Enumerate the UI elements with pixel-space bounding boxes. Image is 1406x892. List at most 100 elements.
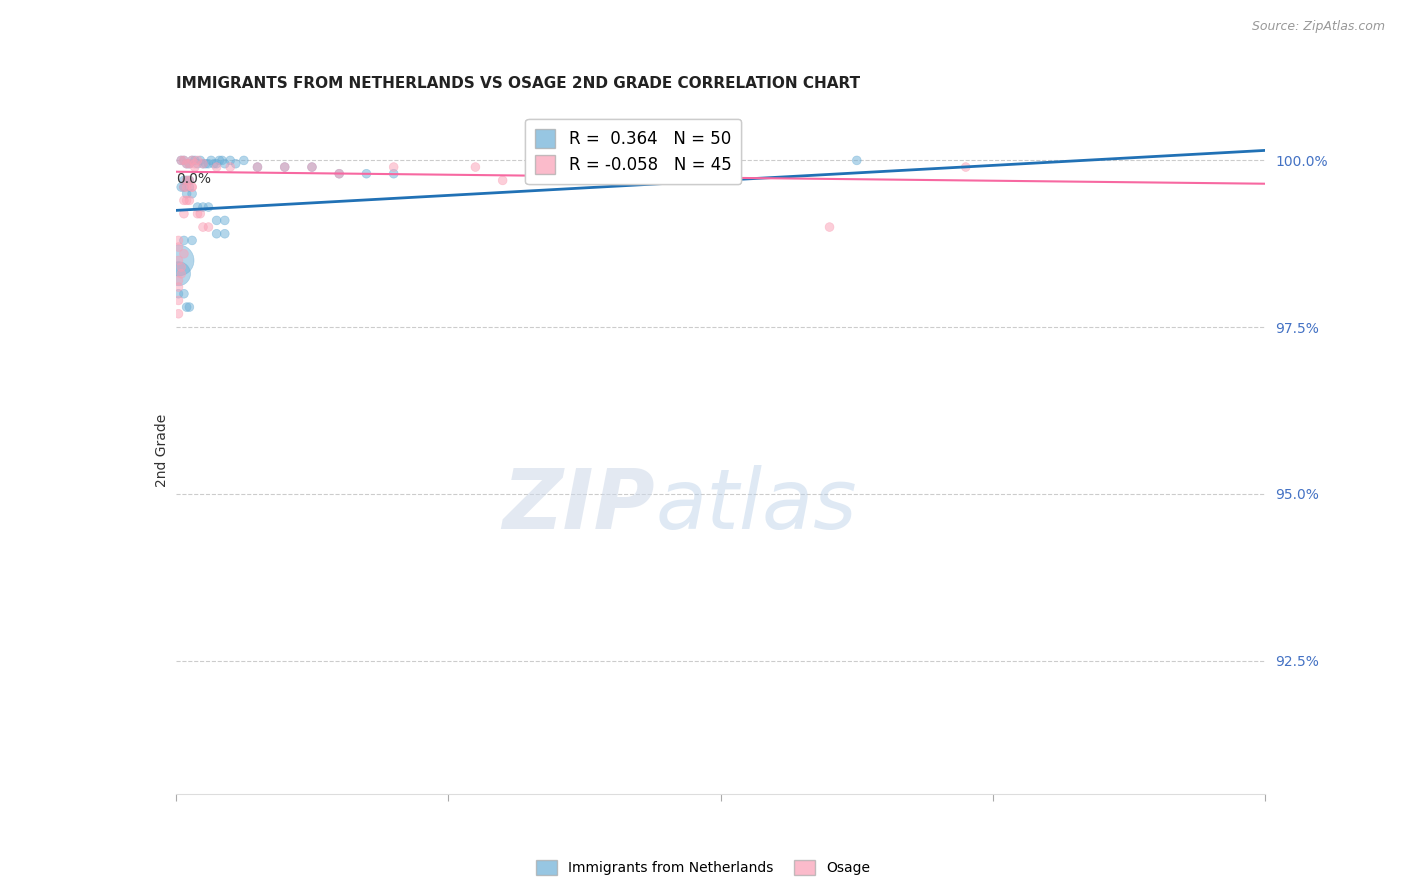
Point xyxy=(382,167,405,181)
Point xyxy=(186,207,209,221)
Point xyxy=(274,160,297,174)
Point xyxy=(232,153,254,168)
Point xyxy=(167,253,190,268)
Point xyxy=(167,280,190,294)
Point xyxy=(181,153,204,168)
Point xyxy=(173,173,195,187)
Point xyxy=(176,194,198,208)
Point xyxy=(356,167,378,181)
Point xyxy=(173,180,195,194)
Point xyxy=(845,153,868,168)
Point xyxy=(176,186,198,201)
Point xyxy=(173,246,195,260)
Point xyxy=(186,157,209,171)
Point xyxy=(328,167,350,181)
Point xyxy=(214,227,236,241)
Point xyxy=(170,180,193,194)
Y-axis label: 2nd Grade: 2nd Grade xyxy=(155,414,169,487)
Point xyxy=(167,307,190,321)
Point xyxy=(176,173,198,187)
Point xyxy=(710,160,733,174)
Point xyxy=(167,240,190,254)
Point xyxy=(219,160,242,174)
Point xyxy=(179,157,201,171)
Point xyxy=(170,260,193,274)
Point xyxy=(181,186,204,201)
Point xyxy=(191,200,214,214)
Point xyxy=(197,220,219,235)
Point xyxy=(167,253,190,268)
Point xyxy=(197,200,219,214)
Point xyxy=(188,207,211,221)
Point xyxy=(173,153,195,168)
Point xyxy=(179,194,201,208)
Point xyxy=(464,160,486,174)
Point xyxy=(191,157,214,171)
Text: IMMIGRANTS FROM NETHERLANDS VS OSAGE 2ND GRADE CORRELATION CHART: IMMIGRANTS FROM NETHERLANDS VS OSAGE 2ND… xyxy=(176,76,860,91)
Point xyxy=(205,227,228,241)
Point xyxy=(176,157,198,171)
Point xyxy=(214,157,236,171)
Point xyxy=(167,273,190,287)
Point xyxy=(179,173,201,187)
Point xyxy=(225,157,247,171)
Text: 0.0%: 0.0% xyxy=(176,172,211,186)
Text: ZIP: ZIP xyxy=(502,465,655,546)
Point xyxy=(181,180,204,194)
Point xyxy=(301,160,323,174)
Point xyxy=(301,160,323,174)
Point xyxy=(167,234,190,248)
Point xyxy=(492,173,515,187)
Text: atlas: atlas xyxy=(655,465,856,546)
Point xyxy=(246,160,269,174)
Point xyxy=(202,157,225,171)
Point xyxy=(181,180,204,194)
Point xyxy=(186,153,209,168)
Point xyxy=(179,180,201,194)
Point xyxy=(184,160,207,174)
Point xyxy=(176,173,198,187)
Point xyxy=(205,213,228,227)
Point xyxy=(179,300,201,314)
Point xyxy=(197,157,219,171)
Point xyxy=(170,153,193,168)
Point xyxy=(173,207,195,221)
Point xyxy=(173,234,195,248)
Legend: Immigrants from Netherlands, Osage: Immigrants from Netherlands, Osage xyxy=(530,855,876,880)
Point xyxy=(818,220,841,235)
Point xyxy=(176,157,198,171)
Point xyxy=(173,180,195,194)
Point xyxy=(176,300,198,314)
Point xyxy=(176,180,198,194)
Point xyxy=(184,153,207,168)
Point xyxy=(173,194,195,208)
Point xyxy=(191,157,214,171)
Point xyxy=(173,153,195,168)
Point xyxy=(274,160,297,174)
Legend: R =  0.364   N = 50, R = -0.058   N = 45: R = 0.364 N = 50, R = -0.058 N = 45 xyxy=(526,119,741,184)
Point xyxy=(170,153,193,168)
Point xyxy=(214,213,236,227)
Point xyxy=(167,286,190,301)
Point xyxy=(194,157,217,171)
Point xyxy=(167,293,190,308)
Point xyxy=(219,153,242,168)
Point xyxy=(328,167,350,181)
Point xyxy=(208,153,231,168)
Point xyxy=(955,160,977,174)
Text: Source: ZipAtlas.com: Source: ZipAtlas.com xyxy=(1251,20,1385,33)
Point xyxy=(211,153,233,168)
Point xyxy=(205,157,228,171)
Point xyxy=(181,234,204,248)
Point xyxy=(179,173,201,187)
Point xyxy=(246,160,269,174)
Point xyxy=(181,153,204,168)
Point xyxy=(382,160,405,174)
Point xyxy=(173,286,195,301)
Point xyxy=(170,267,193,281)
Point xyxy=(167,267,190,281)
Point xyxy=(205,160,228,174)
Point xyxy=(184,157,207,171)
Point xyxy=(186,200,209,214)
Point xyxy=(188,153,211,168)
